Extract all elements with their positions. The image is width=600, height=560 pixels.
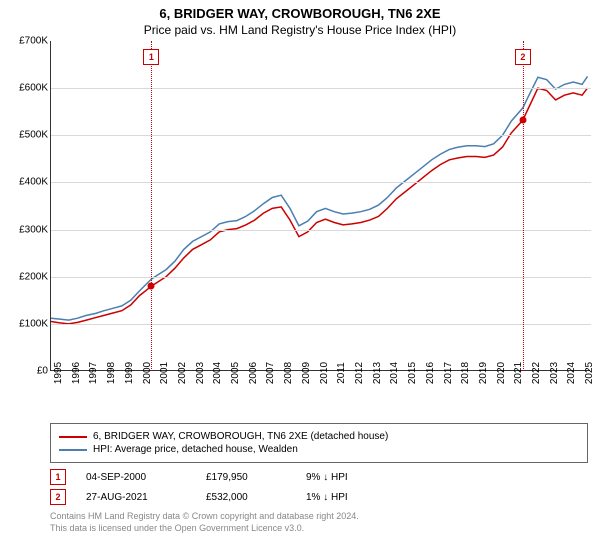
x-axis-label: 2011 — [336, 362, 347, 384]
legend-label-hpi: HPI: Average price, detached house, Weal… — [93, 444, 298, 455]
x-axis-label: 2010 — [319, 362, 330, 384]
x-axis-label: 2007 — [265, 362, 276, 384]
legend-swatch-hpi — [59, 449, 87, 451]
x-axis-label: 2009 — [301, 362, 312, 384]
legend-item-property: 6, BRIDGER WAY, CROWBOROUGH, TN6 2XE (de… — [59, 431, 579, 442]
x-axis-label: 2001 — [159, 362, 170, 384]
x-axis-label: 2012 — [354, 362, 365, 384]
x-axis-label: 2006 — [248, 362, 259, 384]
footer-line-2: This data is licensed under the Open Gov… — [50, 523, 590, 535]
y-gridline — [51, 182, 591, 183]
y-gridline — [51, 88, 591, 89]
marker-label-1: 1 — [143, 49, 159, 65]
x-axis-label: 1997 — [88, 362, 99, 384]
x-axis-label: 1996 — [71, 362, 82, 384]
transaction-pct: 9% ↓ HPI — [306, 472, 406, 483]
x-axis-label: 2005 — [230, 362, 241, 384]
table-row: 1 04-SEP-2000 £179,950 9% ↓ HPI — [50, 469, 590, 485]
chart-container: 6, BRIDGER WAY, CROWBOROUGH, TN6 2XE Pri… — [0, 0, 600, 560]
x-axis-label: 2004 — [212, 362, 223, 384]
footer-attribution: Contains HM Land Registry data © Crown c… — [50, 511, 590, 534]
marker-vline-2 — [523, 41, 524, 371]
x-axis-label: 1995 — [53, 362, 64, 384]
x-axis-label: 2013 — [372, 362, 383, 384]
x-axis-label: 2016 — [425, 362, 436, 384]
x-axis-label: 2003 — [195, 362, 206, 384]
transaction-price: £532,000 — [206, 492, 286, 503]
x-axis-label: 2019 — [478, 362, 489, 384]
series-property — [51, 88, 588, 324]
y-axis-label: £400K — [8, 177, 48, 188]
marker-point-2 — [519, 117, 526, 124]
legend-swatch-property — [59, 436, 87, 438]
x-axis-label: 2008 — [283, 362, 294, 384]
marker-badge-2: 2 — [50, 489, 66, 505]
transactions-table: 1 04-SEP-2000 £179,950 9% ↓ HPI 2 27-AUG… — [50, 469, 590, 505]
y-gridline — [51, 324, 591, 325]
x-axis-label: 1998 — [106, 362, 117, 384]
x-axis-label: 2020 — [496, 362, 507, 384]
transaction-pct: 1% ↓ HPI — [306, 492, 406, 503]
y-axis-label: £300K — [8, 224, 48, 235]
table-row: 2 27-AUG-2021 £532,000 1% ↓ HPI — [50, 489, 590, 505]
x-axis-label: 2002 — [177, 362, 188, 384]
legend: 6, BRIDGER WAY, CROWBOROUGH, TN6 2XE (de… — [50, 423, 588, 463]
y-gridline — [51, 230, 591, 231]
x-axis-label: 2015 — [407, 362, 418, 384]
y-axis-label: £100K — [8, 318, 48, 329]
x-axis-label: 1999 — [124, 362, 135, 384]
marker-badge-1: 1 — [50, 469, 66, 485]
line-canvas — [51, 41, 591, 371]
chart-title: 6, BRIDGER WAY, CROWBOROUGH, TN6 2XE — [0, 0, 600, 21]
marker-vline-1 — [151, 41, 152, 371]
legend-item-hpi: HPI: Average price, detached house, Weal… — [59, 444, 579, 455]
transaction-price: £179,950 — [206, 472, 286, 483]
x-axis-label: 2021 — [513, 362, 524, 384]
x-axis-label: 2014 — [389, 362, 400, 384]
y-axis-label: £0 — [8, 366, 48, 377]
y-axis-label: £700K — [8, 36, 48, 47]
marker-label-2: 2 — [515, 49, 531, 65]
chart-subtitle: Price paid vs. HM Land Registry's House … — [0, 21, 600, 41]
y-axis-label: £200K — [8, 271, 48, 282]
x-axis-label: 2024 — [566, 362, 577, 384]
legend-label-property: 6, BRIDGER WAY, CROWBOROUGH, TN6 2XE (de… — [93, 431, 388, 442]
y-gridline — [51, 277, 591, 278]
footer-line-1: Contains HM Land Registry data © Crown c… — [50, 511, 590, 523]
y-axis-label: £500K — [8, 130, 48, 141]
x-axis-ticks: 1995199619971998199920002001200220032004… — [50, 371, 590, 419]
series-hpi — [51, 76, 588, 320]
y-gridline — [51, 135, 591, 136]
marker-point-1 — [148, 283, 155, 290]
x-axis-label: 2017 — [443, 362, 454, 384]
x-axis-label: 2023 — [549, 362, 560, 384]
transaction-date: 27-AUG-2021 — [86, 492, 186, 503]
x-axis-label: 2022 — [531, 362, 542, 384]
x-axis-label: 2018 — [460, 362, 471, 384]
plot-area: £0£100K£200K£300K£400K£500K£600K£700K12 — [50, 41, 590, 371]
transaction-date: 04-SEP-2000 — [86, 472, 186, 483]
y-axis-label: £600K — [8, 83, 48, 94]
x-axis-label: 2025 — [584, 362, 595, 384]
x-axis-label: 2000 — [142, 362, 153, 384]
